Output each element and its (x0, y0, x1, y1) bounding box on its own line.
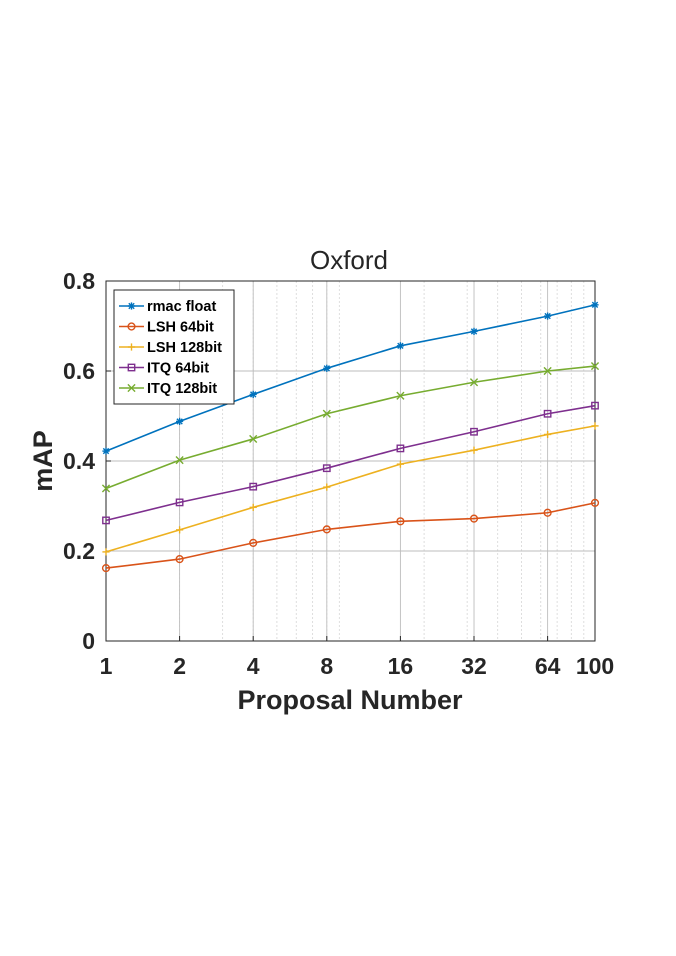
data-point (323, 483, 331, 491)
legend-label: LSH 128bit (147, 340, 222, 356)
data-point (175, 498, 184, 507)
data-point (543, 366, 552, 376)
series-layer (101, 301, 600, 573)
legend: rmac float LSH 64bit LSH 128bit ITQ 64bit IT… (113, 289, 235, 405)
x-tick-label: 1 (100, 653, 113, 679)
x-tick-label: 64 (535, 653, 561, 679)
legend-label: LSH 64bit (147, 320, 214, 336)
data-point (102, 447, 110, 455)
series-line-rmac-float (105, 304, 596, 452)
data-point (470, 427, 478, 436)
chart-title: Oxford (310, 245, 388, 275)
y-tick-label: 0 (82, 628, 95, 654)
data-point (469, 514, 479, 523)
data-point (591, 401, 599, 410)
data-point (396, 444, 405, 453)
data-point (323, 364, 331, 372)
data-point (322, 464, 331, 473)
legend-entry-rmac-float: rmac float (119, 299, 216, 315)
legend-entry-lsh-64bit: LSH 64bit (119, 320, 214, 336)
data-point (543, 508, 552, 517)
x-tick-label: 4 (247, 653, 260, 679)
data-point (127, 383, 136, 393)
legend-entry-itq-64bit: ITQ 64bit (119, 361, 209, 377)
data-point (590, 498, 600, 507)
data-point (102, 516, 110, 525)
x-tick-label: 100 (576, 653, 614, 679)
series-line-lsh-64bit (105, 502, 596, 569)
y-tick-labels: 0 0.2 0.4 0.6 0.8 (63, 268, 95, 654)
data-point (590, 361, 600, 371)
data-point (249, 434, 258, 444)
data-point (249, 503, 257, 511)
data-point (396, 517, 405, 526)
data-point (396, 460, 405, 468)
data-point (322, 409, 331, 418)
axis-ticks (105, 280, 596, 642)
data-point (127, 363, 136, 372)
y-tick-label: 0.6 (63, 358, 95, 384)
data-point (543, 409, 552, 418)
y-tick-label: 0.8 (63, 268, 95, 294)
data-point (249, 390, 257, 398)
data-point (101, 563, 111, 573)
series-lsh-128bit (102, 422, 599, 556)
data-point (469, 378, 479, 387)
x-tick-labels: 1 2 4 8 16 32 64 100 (100, 653, 615, 679)
data-point (470, 446, 478, 454)
legend-label: ITQ 64bit (147, 361, 209, 377)
series-line-itq-128bit (105, 365, 596, 490)
data-point (175, 554, 184, 564)
x-tick-label: 32 (461, 653, 487, 679)
data-point (176, 526, 184, 534)
data-point (176, 417, 184, 425)
legend-entry-lsh-128bit: LSH 128bit (119, 340, 222, 356)
data-point (470, 327, 478, 335)
data-point (175, 456, 184, 465)
series-itq-64bit (102, 401, 599, 525)
series-line-itq-64bit (105, 404, 596, 522)
legend-label: rmac float (147, 299, 216, 315)
data-point (127, 302, 136, 310)
data-point (322, 525, 331, 534)
legend-label: ITQ 128bit (147, 381, 217, 397)
series-line-lsh-128bit (105, 425, 596, 553)
data-point (544, 312, 552, 320)
x-axis-label: Proposal Number (237, 685, 463, 715)
data-point (591, 301, 599, 309)
series-lsh-64bit (101, 498, 600, 573)
data-point (591, 422, 599, 430)
data-point (396, 391, 405, 400)
data-point (127, 322, 136, 331)
x-tick-label: 16 (388, 653, 414, 679)
y-tick-label: 0.2 (63, 538, 95, 564)
legend-entry-itq-128bit: ITQ 128bit (119, 381, 217, 397)
y-tick-label: 0.4 (63, 448, 95, 474)
data-point (101, 484, 111, 493)
data-point (102, 548, 110, 556)
x-tick-label: 2 (173, 653, 186, 679)
y-axis-label: mAP (28, 430, 58, 492)
data-point (127, 343, 136, 351)
data-point (544, 430, 552, 439)
data-point (396, 342, 405, 350)
data-point (249, 538, 258, 548)
x-tick-label: 8 (320, 653, 333, 679)
series-itq-128bit (101, 361, 600, 493)
data-point (249, 482, 258, 491)
series-rmac-float (102, 301, 599, 455)
